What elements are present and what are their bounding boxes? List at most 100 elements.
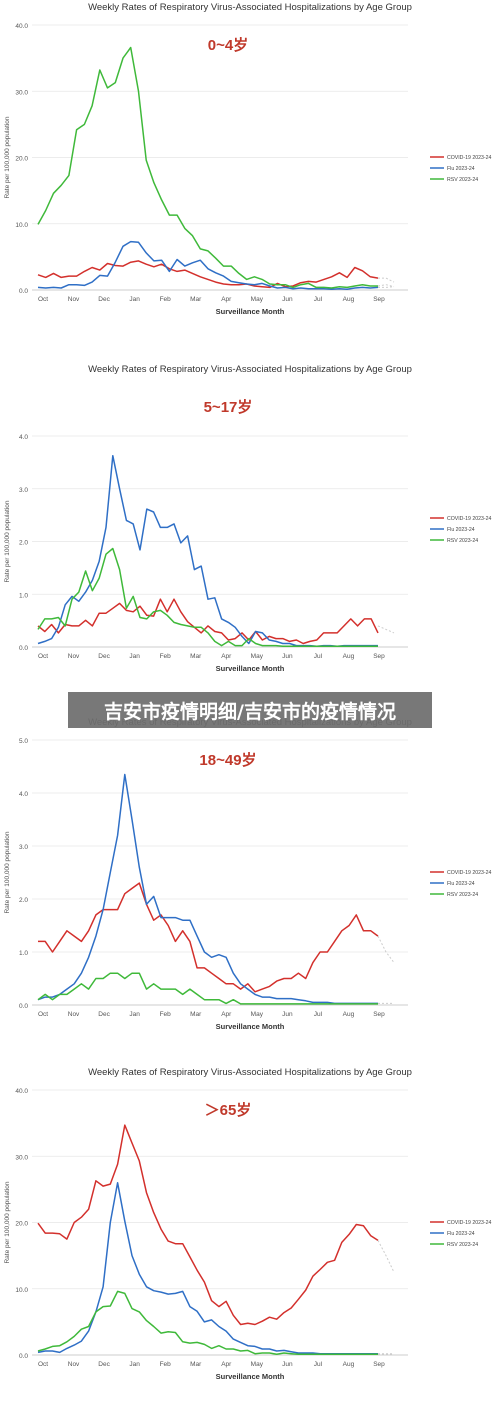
legend-label: Flu 2023-24 <box>447 1231 475 1237</box>
x-tick-label: Jan <box>129 1011 140 1018</box>
series-tail-rsv <box>377 284 395 288</box>
chart-panel-3: Weekly Rates of Respiratory Virus-Associ… <box>4 717 492 1031</box>
age-group-label: ＞65岁 <box>205 1101 252 1119</box>
x-tick-label: Aug <box>343 1361 355 1368</box>
x-tick-label: Feb <box>160 1011 172 1018</box>
y-tick-label: 10.0 <box>15 1287 28 1294</box>
x-tick-label: Aug <box>343 1011 355 1018</box>
legend-label: COVID-19 2023-24 <box>447 1220 492 1226</box>
legend-label: RSV 2023-24 <box>447 1242 478 1248</box>
x-tick-label: Sep <box>373 296 385 303</box>
x-tick-label: May <box>251 653 264 660</box>
x-tick-label: Aug <box>343 653 355 660</box>
x-tick-label: Mar <box>190 1361 202 1368</box>
y-tick-label: 2.0 <box>19 540 28 547</box>
y-tick-label: 40.0 <box>15 1088 28 1095</box>
x-tick-label: Feb <box>160 296 172 303</box>
x-tick-label: Sep <box>373 1361 385 1368</box>
x-axis-label: Surveillance Month <box>216 1372 285 1381</box>
x-tick-label: Feb <box>160 1361 172 1368</box>
x-axis-label: Surveillance Month <box>216 664 285 673</box>
y-axis-label: Rate per 100,000 population <box>4 831 11 913</box>
x-tick-label: May <box>251 1361 264 1368</box>
x-tick-label: Aug <box>343 296 355 303</box>
y-tick-label: 1.0 <box>19 592 28 599</box>
legend-label: COVID-19 2023-24 <box>447 516 492 522</box>
x-tick-label: Mar <box>190 296 202 303</box>
y-tick-label: 3.0 <box>19 487 28 494</box>
series-line-rsv <box>37 1290 378 1356</box>
x-tick-label: Jul <box>314 296 323 303</box>
page-title-overlay: 吉安市疫情明细/吉安市的疫情情况 <box>68 692 432 728</box>
x-tick-label: Dec <box>98 653 110 660</box>
x-tick-label: May <box>251 296 264 303</box>
series-line-covid <box>37 260 379 289</box>
x-tick-label: Jan <box>129 653 140 660</box>
series-tail-covid <box>378 277 395 283</box>
chart-panel-4: Weekly Rates of Respiratory Virus-Associ… <box>4 1067 492 1381</box>
x-tick-label: Jun <box>282 296 293 303</box>
legend-label: Flu 2023-24 <box>447 527 475 533</box>
x-tick-label: Apr <box>221 1361 232 1368</box>
x-tick-label: Nov <box>68 1011 80 1018</box>
y-tick-label: 20.0 <box>15 1221 28 1228</box>
legend-label: RSV 2023-24 <box>447 538 478 544</box>
y-tick-label: 0.0 <box>19 288 28 295</box>
x-tick-label: Dec <box>98 296 110 303</box>
series-line-rsv <box>37 46 378 289</box>
series-line-rsv <box>37 972 378 1005</box>
x-tick-label: Nov <box>68 1361 80 1368</box>
x-axis-label: Surveillance Month <box>216 307 285 316</box>
x-tick-label: Dec <box>98 1011 110 1018</box>
x-tick-label: Jun <box>282 1361 293 1368</box>
chart-panel-1: Weekly Rates of Respiratory Virus-Associ… <box>4 2 492 316</box>
x-tick-label: Apr <box>221 296 232 303</box>
legend-label: RSV 2023-24 <box>447 177 478 183</box>
y-axis-label: Rate per 100,000 population <box>4 116 11 198</box>
age-group-label: 0~4岁 <box>208 36 248 54</box>
x-tick-label: Jan <box>129 296 140 303</box>
y-tick-label: 4.0 <box>19 791 28 798</box>
x-tick-label: Mar <box>190 653 202 660</box>
x-tick-label: Dec <box>98 1361 110 1368</box>
chart-title: Weekly Rates of Respiratory Virus-Associ… <box>88 364 412 375</box>
series-line-covid <box>37 598 379 645</box>
y-tick-label: 2.0 <box>19 897 28 904</box>
age-group-label: 5~17岁 <box>204 398 253 416</box>
y-tick-label: 0.0 <box>19 645 28 652</box>
series-line-flu <box>37 240 379 291</box>
y-tick-label: 10.0 <box>15 222 28 229</box>
x-tick-label: Sep <box>373 653 385 660</box>
y-tick-label: 0.0 <box>19 1003 28 1010</box>
series-tail-covid <box>377 625 395 634</box>
y-tick-label: 0.0 <box>19 1353 28 1360</box>
x-tick-label: Sep <box>373 1011 385 1018</box>
age-group-label: 18~49岁 <box>199 751 256 769</box>
x-tick-label: Feb <box>160 653 172 660</box>
legend-label: Flu 2023-24 <box>447 881 475 887</box>
x-tick-label: Apr <box>221 653 232 660</box>
x-tick-label: Jul <box>314 1361 323 1368</box>
series-tail-flu <box>378 286 395 288</box>
x-tick-label: Nov <box>68 653 80 660</box>
x-tick-label: Mar <box>190 1011 202 1018</box>
chart-title: Weekly Rates of Respiratory Virus-Associ… <box>88 2 412 13</box>
series-tail-covid <box>377 935 395 963</box>
chart-panel-2: Weekly Rates of Respiratory Virus-Associ… <box>4 364 492 673</box>
chart-title: Weekly Rates of Respiratory Virus-Associ… <box>88 1067 412 1078</box>
legend-label: Flu 2023-24 <box>447 166 475 172</box>
y-tick-label: 4.0 <box>19 434 28 441</box>
y-axis-label: Rate per 100,000 population <box>4 1181 11 1263</box>
y-tick-label: 3.0 <box>19 844 28 851</box>
x-tick-label: Jun <box>282 653 293 660</box>
x-tick-label: Nov <box>68 296 80 303</box>
x-tick-label: Oct <box>38 653 48 660</box>
x-tick-label: Oct <box>38 296 48 303</box>
y-tick-label: 40.0 <box>15 23 28 30</box>
series-line-flu <box>37 773 378 1005</box>
y-tick-label: 20.0 <box>15 156 28 163</box>
series-line-flu <box>37 454 378 648</box>
y-tick-label: 30.0 <box>15 1154 28 1161</box>
x-tick-label: Jan <box>129 1361 140 1368</box>
x-tick-label: Jul <box>314 653 323 660</box>
